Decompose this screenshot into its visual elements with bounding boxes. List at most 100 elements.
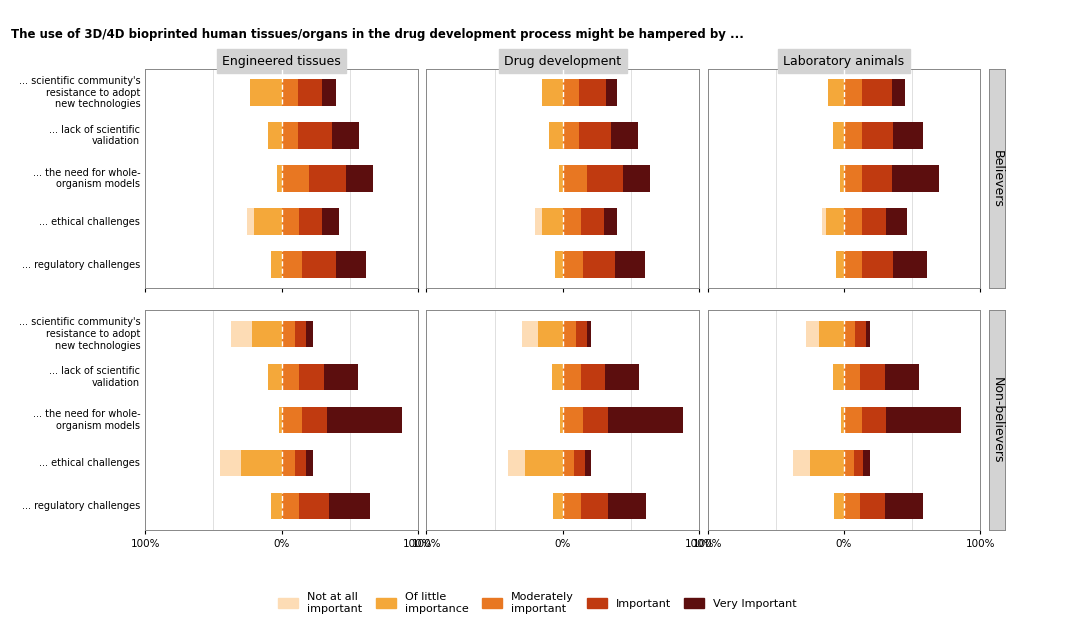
Bar (282, 493, 299, 520)
Bar (282, 320, 296, 347)
Bar (309, 166, 346, 192)
Bar (827, 208, 844, 235)
Bar (302, 251, 336, 278)
Bar (862, 122, 893, 149)
Bar (271, 493, 282, 520)
Bar (247, 208, 255, 235)
Bar (525, 450, 563, 477)
Bar (833, 122, 844, 149)
Bar (332, 122, 359, 149)
Bar (842, 407, 844, 433)
Bar (296, 320, 306, 347)
Bar (605, 364, 640, 391)
Bar (893, 251, 928, 278)
Bar (282, 166, 309, 192)
Bar (862, 407, 886, 433)
Bar (327, 407, 402, 433)
Text: The use of 3D/4D bioprinted human tissues/organs in the drug development process: The use of 3D/4D bioprinted human tissue… (11, 28, 744, 41)
Bar (579, 122, 611, 149)
Bar (587, 320, 591, 347)
Bar (576, 320, 587, 347)
Bar (252, 320, 282, 347)
Bar (809, 450, 844, 477)
Bar (302, 407, 327, 433)
Bar (793, 450, 809, 477)
Bar (549, 122, 563, 149)
Bar (322, 208, 339, 235)
Bar (860, 493, 885, 520)
Bar (615, 251, 645, 278)
Bar (860, 364, 885, 391)
Bar (604, 208, 617, 235)
Bar (542, 79, 563, 106)
Bar (622, 166, 650, 192)
Bar (559, 166, 563, 192)
Bar (844, 493, 860, 520)
Bar (535, 208, 542, 235)
Bar (563, 251, 584, 278)
Bar (886, 407, 961, 433)
Bar (563, 320, 576, 347)
Bar (806, 320, 819, 347)
Bar (822, 208, 827, 235)
Bar (893, 122, 923, 149)
Bar (220, 450, 241, 477)
Bar (606, 79, 617, 106)
Bar (862, 79, 892, 106)
Bar (584, 407, 607, 433)
Bar (346, 166, 373, 192)
Bar (580, 493, 607, 520)
Title: Engineered tissues: Engineered tissues (223, 55, 341, 68)
Bar (277, 166, 282, 192)
Bar (863, 450, 870, 477)
Bar (574, 450, 585, 477)
Bar (282, 251, 302, 278)
Bar (563, 493, 581, 520)
Bar (844, 79, 862, 106)
Bar (268, 122, 282, 149)
Bar (855, 320, 865, 347)
Bar (844, 166, 862, 192)
Bar (563, 122, 579, 149)
Bar (611, 122, 637, 149)
Bar (241, 450, 282, 477)
Bar (585, 450, 591, 477)
Bar (828, 79, 844, 106)
Bar (892, 79, 905, 106)
Bar (299, 493, 329, 520)
Bar (835, 251, 844, 278)
Bar (250, 79, 282, 106)
Bar (844, 320, 855, 347)
Bar (563, 364, 581, 391)
Bar (862, 251, 893, 278)
Bar (844, 251, 862, 278)
Bar (306, 450, 313, 477)
Bar (324, 364, 358, 391)
Bar (587, 166, 622, 192)
Bar (271, 251, 282, 278)
Bar (551, 364, 563, 391)
Bar (282, 364, 299, 391)
Bar (299, 364, 324, 391)
Title: Laboratory animals: Laboratory animals (784, 55, 904, 68)
Bar (833, 364, 844, 391)
Bar (844, 364, 860, 391)
Bar (563, 79, 579, 106)
Bar (282, 79, 298, 106)
Bar (542, 208, 563, 235)
Text: Believers: Believers (990, 150, 1003, 208)
Bar (854, 450, 863, 477)
Bar (580, 364, 605, 391)
Bar (282, 450, 296, 477)
Title: Drug development: Drug development (504, 55, 621, 68)
Bar (844, 407, 862, 433)
Bar (282, 407, 302, 433)
Bar (819, 320, 844, 347)
Bar (282, 122, 298, 149)
Bar (840, 166, 844, 192)
Bar (563, 166, 587, 192)
Bar (539, 320, 563, 347)
Bar (306, 320, 313, 347)
Bar (555, 251, 563, 278)
Bar (844, 450, 854, 477)
